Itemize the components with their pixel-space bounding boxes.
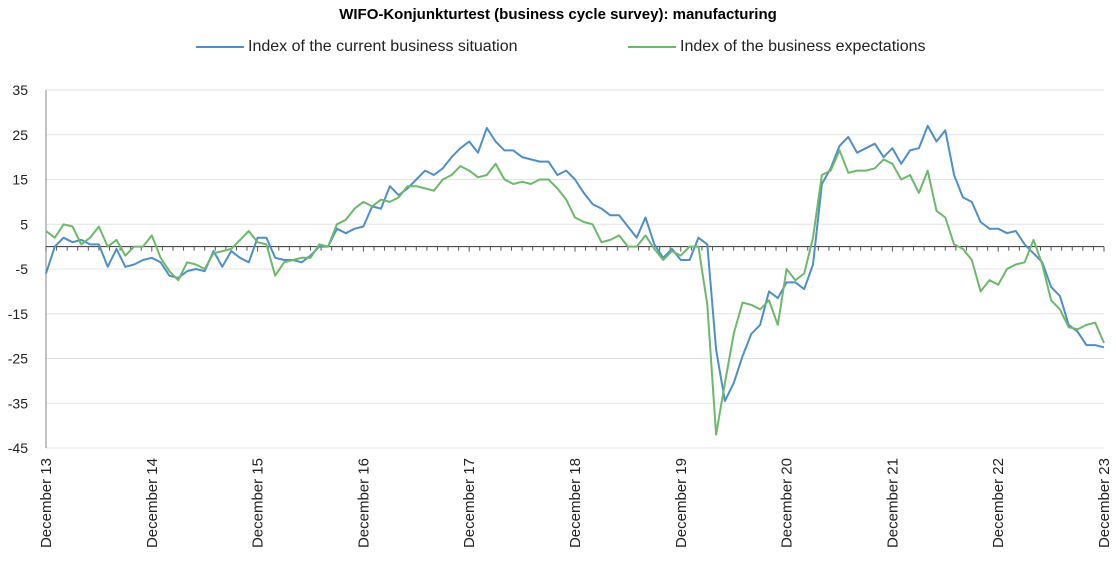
series-line-0 <box>45 124 1105 402</box>
legend-item-business-expectations: Index of the business expectations <box>628 38 926 56</box>
chart-legend: Index of the current business situation … <box>0 38 1116 58</box>
x-tick-label-2: December 15 <box>250 458 267 548</box>
legend-swatch-business-expectations <box>628 46 676 48</box>
x-tick-label-4: December 17 <box>461 458 478 548</box>
y-tick-label-7: -35 <box>8 395 28 411</box>
x-tick-label-5: December 18 <box>567 458 584 548</box>
legend-label-current-situation: Index of the current business situation <box>248 38 518 55</box>
y-tick-label-1: 25 <box>12 127 28 143</box>
legend-item-current-situation: Index of the current business situation <box>196 38 518 56</box>
y-axis: 35 25 15 5 -5 -15 -25 -35 -45 <box>8 82 47 456</box>
y-tick-label-3: 5 <box>20 216 28 232</box>
chart-title: WIFO-Konjunkturtest (business cycle surv… <box>339 6 777 23</box>
legend-label-business-expectations: Index of the business expectations <box>680 38 926 55</box>
series-line-1 <box>45 149 1105 436</box>
y-tick-label-8: -45 <box>8 440 28 456</box>
x-tick-label-7: December 20 <box>779 458 796 548</box>
y-tick-label-0: 35 <box>12 82 28 98</box>
y-tick-label-5: -15 <box>8 306 28 322</box>
gridlines <box>46 89 1104 449</box>
x-tick-label-0: December 13 <box>38 458 55 548</box>
x-tick-label-1: December 14 <box>144 458 161 548</box>
y-tick-label-4: -5 <box>16 261 29 277</box>
legend-swatch-current-situation <box>196 46 244 48</box>
x-axis: December 13 December 14 December 15 Decembe… <box>38 246 1113 548</box>
x-tick-label-6: December 19 <box>673 458 690 548</box>
x-tick-label-9: December 22 <box>990 458 1007 548</box>
x-tick-label-8: December 21 <box>884 458 901 548</box>
y-tick-label-2: 15 <box>12 172 28 188</box>
series-lines <box>45 124 1105 436</box>
x-tick-label-10: December 23 <box>1096 458 1113 548</box>
y-tick-label-6: -25 <box>8 351 28 367</box>
x-tick-label-3: December 16 <box>355 458 372 548</box>
